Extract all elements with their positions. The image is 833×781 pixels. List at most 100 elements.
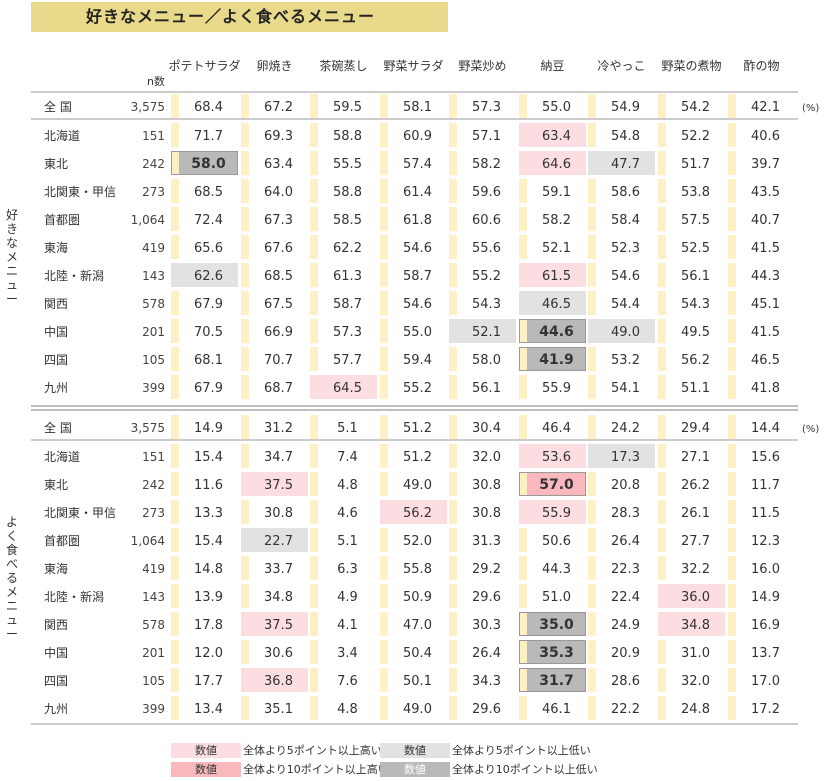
highlight-cell	[241, 612, 308, 636]
cell-value: 44.3	[751, 269, 780, 284]
highlight-cell	[241, 472, 308, 496]
value-bar	[449, 151, 457, 175]
cell-value: 62.6	[194, 269, 223, 284]
cell-value: 54.1	[611, 381, 640, 396]
value-bar	[728, 179, 736, 203]
value-bar	[658, 179, 666, 203]
cell-value: 49.0	[403, 702, 432, 717]
cell-value: 11.5	[751, 506, 780, 521]
cell-value: 60.9	[403, 129, 432, 144]
n-value: 105	[142, 353, 165, 367]
value-bar	[380, 668, 388, 692]
value-bar	[380, 207, 388, 231]
region-label: 北陸・新潟	[44, 268, 104, 283]
value-bar	[728, 500, 736, 524]
value-bar	[171, 375, 179, 399]
cell-value: 13.4	[194, 702, 223, 717]
cell-value: 31.7	[539, 673, 574, 689]
cell-value: 11.6	[194, 478, 223, 493]
n-value: 143	[142, 590, 165, 604]
cell-value: 56.1	[681, 269, 710, 284]
cell-value: 53.6	[542, 450, 571, 465]
value-bar	[519, 235, 527, 259]
value-bar	[171, 319, 179, 343]
section-label: 好きなメニュー	[6, 208, 18, 306]
value-bar	[241, 179, 249, 203]
cell-value: 15.4	[194, 534, 223, 549]
cell-value: 56.2	[681, 353, 710, 368]
value-bar	[588, 375, 596, 399]
column-header: 冷やっこ	[597, 59, 645, 73]
column-header: 酢の物	[743, 58, 779, 73]
value-bar	[658, 375, 666, 399]
value-bar	[519, 319, 527, 343]
value-bar	[658, 500, 666, 524]
cell-value: 61.5	[542, 269, 571, 284]
value-bar	[728, 472, 736, 496]
value-bar	[728, 612, 736, 636]
value-bar	[241, 123, 249, 147]
cell-value: 59.4	[403, 353, 432, 368]
value-bar	[241, 291, 249, 315]
cell-value: 28.3	[611, 506, 640, 521]
value-bar	[658, 696, 666, 720]
cell-value: 54.3	[681, 297, 710, 312]
cell-value: 12.0	[194, 646, 223, 661]
region-label: 四国	[44, 674, 68, 688]
cell-value: 4.6	[337, 506, 358, 521]
cell-value: 57.4	[403, 157, 432, 172]
cell-value: 7.4	[337, 450, 358, 465]
value-bar	[241, 347, 249, 371]
value-bar	[241, 207, 249, 231]
cell-value: 32.2	[681, 562, 710, 577]
cell-value: 57.1	[472, 129, 501, 144]
cell-value: 63.4	[542, 129, 571, 144]
value-bar	[171, 696, 179, 720]
cell-value: 58.4	[611, 213, 640, 228]
value-bar	[658, 263, 666, 287]
region-label: 北海道	[44, 449, 80, 464]
cell-value: 53.8	[681, 185, 710, 200]
value-bar	[728, 263, 736, 287]
cell-value: 49.0	[403, 478, 432, 493]
cell-value: 70.5	[194, 325, 223, 340]
cell-value: 59.5	[333, 100, 362, 115]
cell-value: 43.5	[751, 185, 780, 200]
value-bar	[241, 500, 249, 524]
cell-value: 52.5	[681, 241, 710, 256]
cell-value: 20.9	[611, 646, 640, 661]
highlight-cell	[519, 612, 586, 636]
n-value: 578	[142, 297, 165, 311]
cell-value: 52.0	[403, 534, 432, 549]
value-bar	[728, 207, 736, 231]
cell-value: 68.1	[194, 353, 223, 368]
cell-value: 61.8	[403, 213, 432, 228]
cell-value: 36.0	[681, 590, 710, 605]
cell-value: 55.8	[403, 562, 432, 577]
n-value: 242	[142, 157, 165, 171]
cell-value: 67.6	[264, 241, 293, 256]
cell-value: 41.5	[751, 241, 780, 256]
value-bar	[171, 123, 179, 147]
highlight-cell	[241, 528, 308, 552]
n-value: 273	[142, 506, 165, 520]
value-bar	[728, 668, 736, 692]
value-bar	[241, 415, 249, 439]
value-bar	[588, 235, 596, 259]
value-bar	[588, 696, 596, 720]
value-bar	[380, 528, 388, 552]
value-bar	[728, 235, 736, 259]
cell-value: 29.4	[681, 421, 710, 436]
legend-text: 全体より10ポイント以上低い	[452, 763, 598, 776]
cell-value: 64.5	[333, 381, 362, 396]
highlight-cell	[519, 123, 586, 147]
cell-value: 55.6	[472, 241, 501, 256]
cell-value: 54.2	[681, 100, 710, 115]
n-value: 151	[142, 450, 165, 464]
value-bar	[171, 584, 179, 608]
cell-value: 50.1	[403, 674, 432, 689]
cell-value: 58.0	[472, 353, 501, 368]
cell-value: 58.7	[333, 297, 362, 312]
value-bar	[241, 151, 249, 175]
cell-border	[519, 472, 586, 496]
